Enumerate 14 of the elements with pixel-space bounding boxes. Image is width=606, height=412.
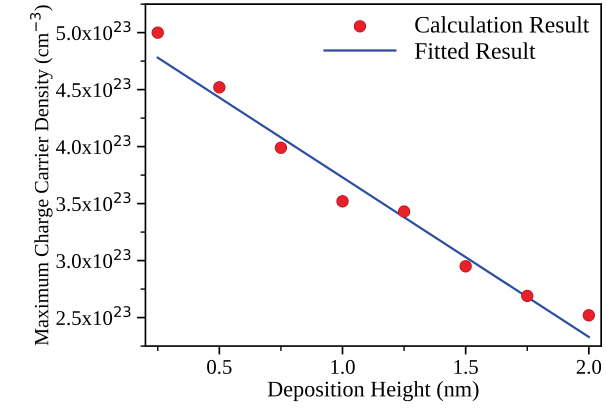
y-tick-label: 4.5x10$^{23}$ xyxy=(56,78,130,98)
y-tick-label: 5.0x10$^{23}$ xyxy=(56,21,130,40)
x-tick-label: 1.0 xyxy=(331,360,355,374)
y-tick-label: 3.5x10$^{23}$ xyxy=(56,192,130,212)
legend-label: Calculation Result xyxy=(415,16,590,33)
y-axis-title: Maximum Charge Carrier Density (cm$^{−3}$) xyxy=(30,5,53,346)
y-tick-label: 4.0x10$^{23}$ xyxy=(56,135,130,154)
x-tick-label: 0.5 xyxy=(207,360,232,374)
y-tick-label: 3.0x10$^{23}$ xyxy=(56,249,130,268)
x-tick-label: 2.0 xyxy=(576,360,602,374)
x-tick-label: 1.5 xyxy=(454,360,478,374)
y-tick-label: 2.5x10$^{23}$ xyxy=(56,306,130,326)
legend-label: Fitted Result xyxy=(414,42,536,59)
x-axis-title: Deposition Height (nm) xyxy=(268,380,478,402)
